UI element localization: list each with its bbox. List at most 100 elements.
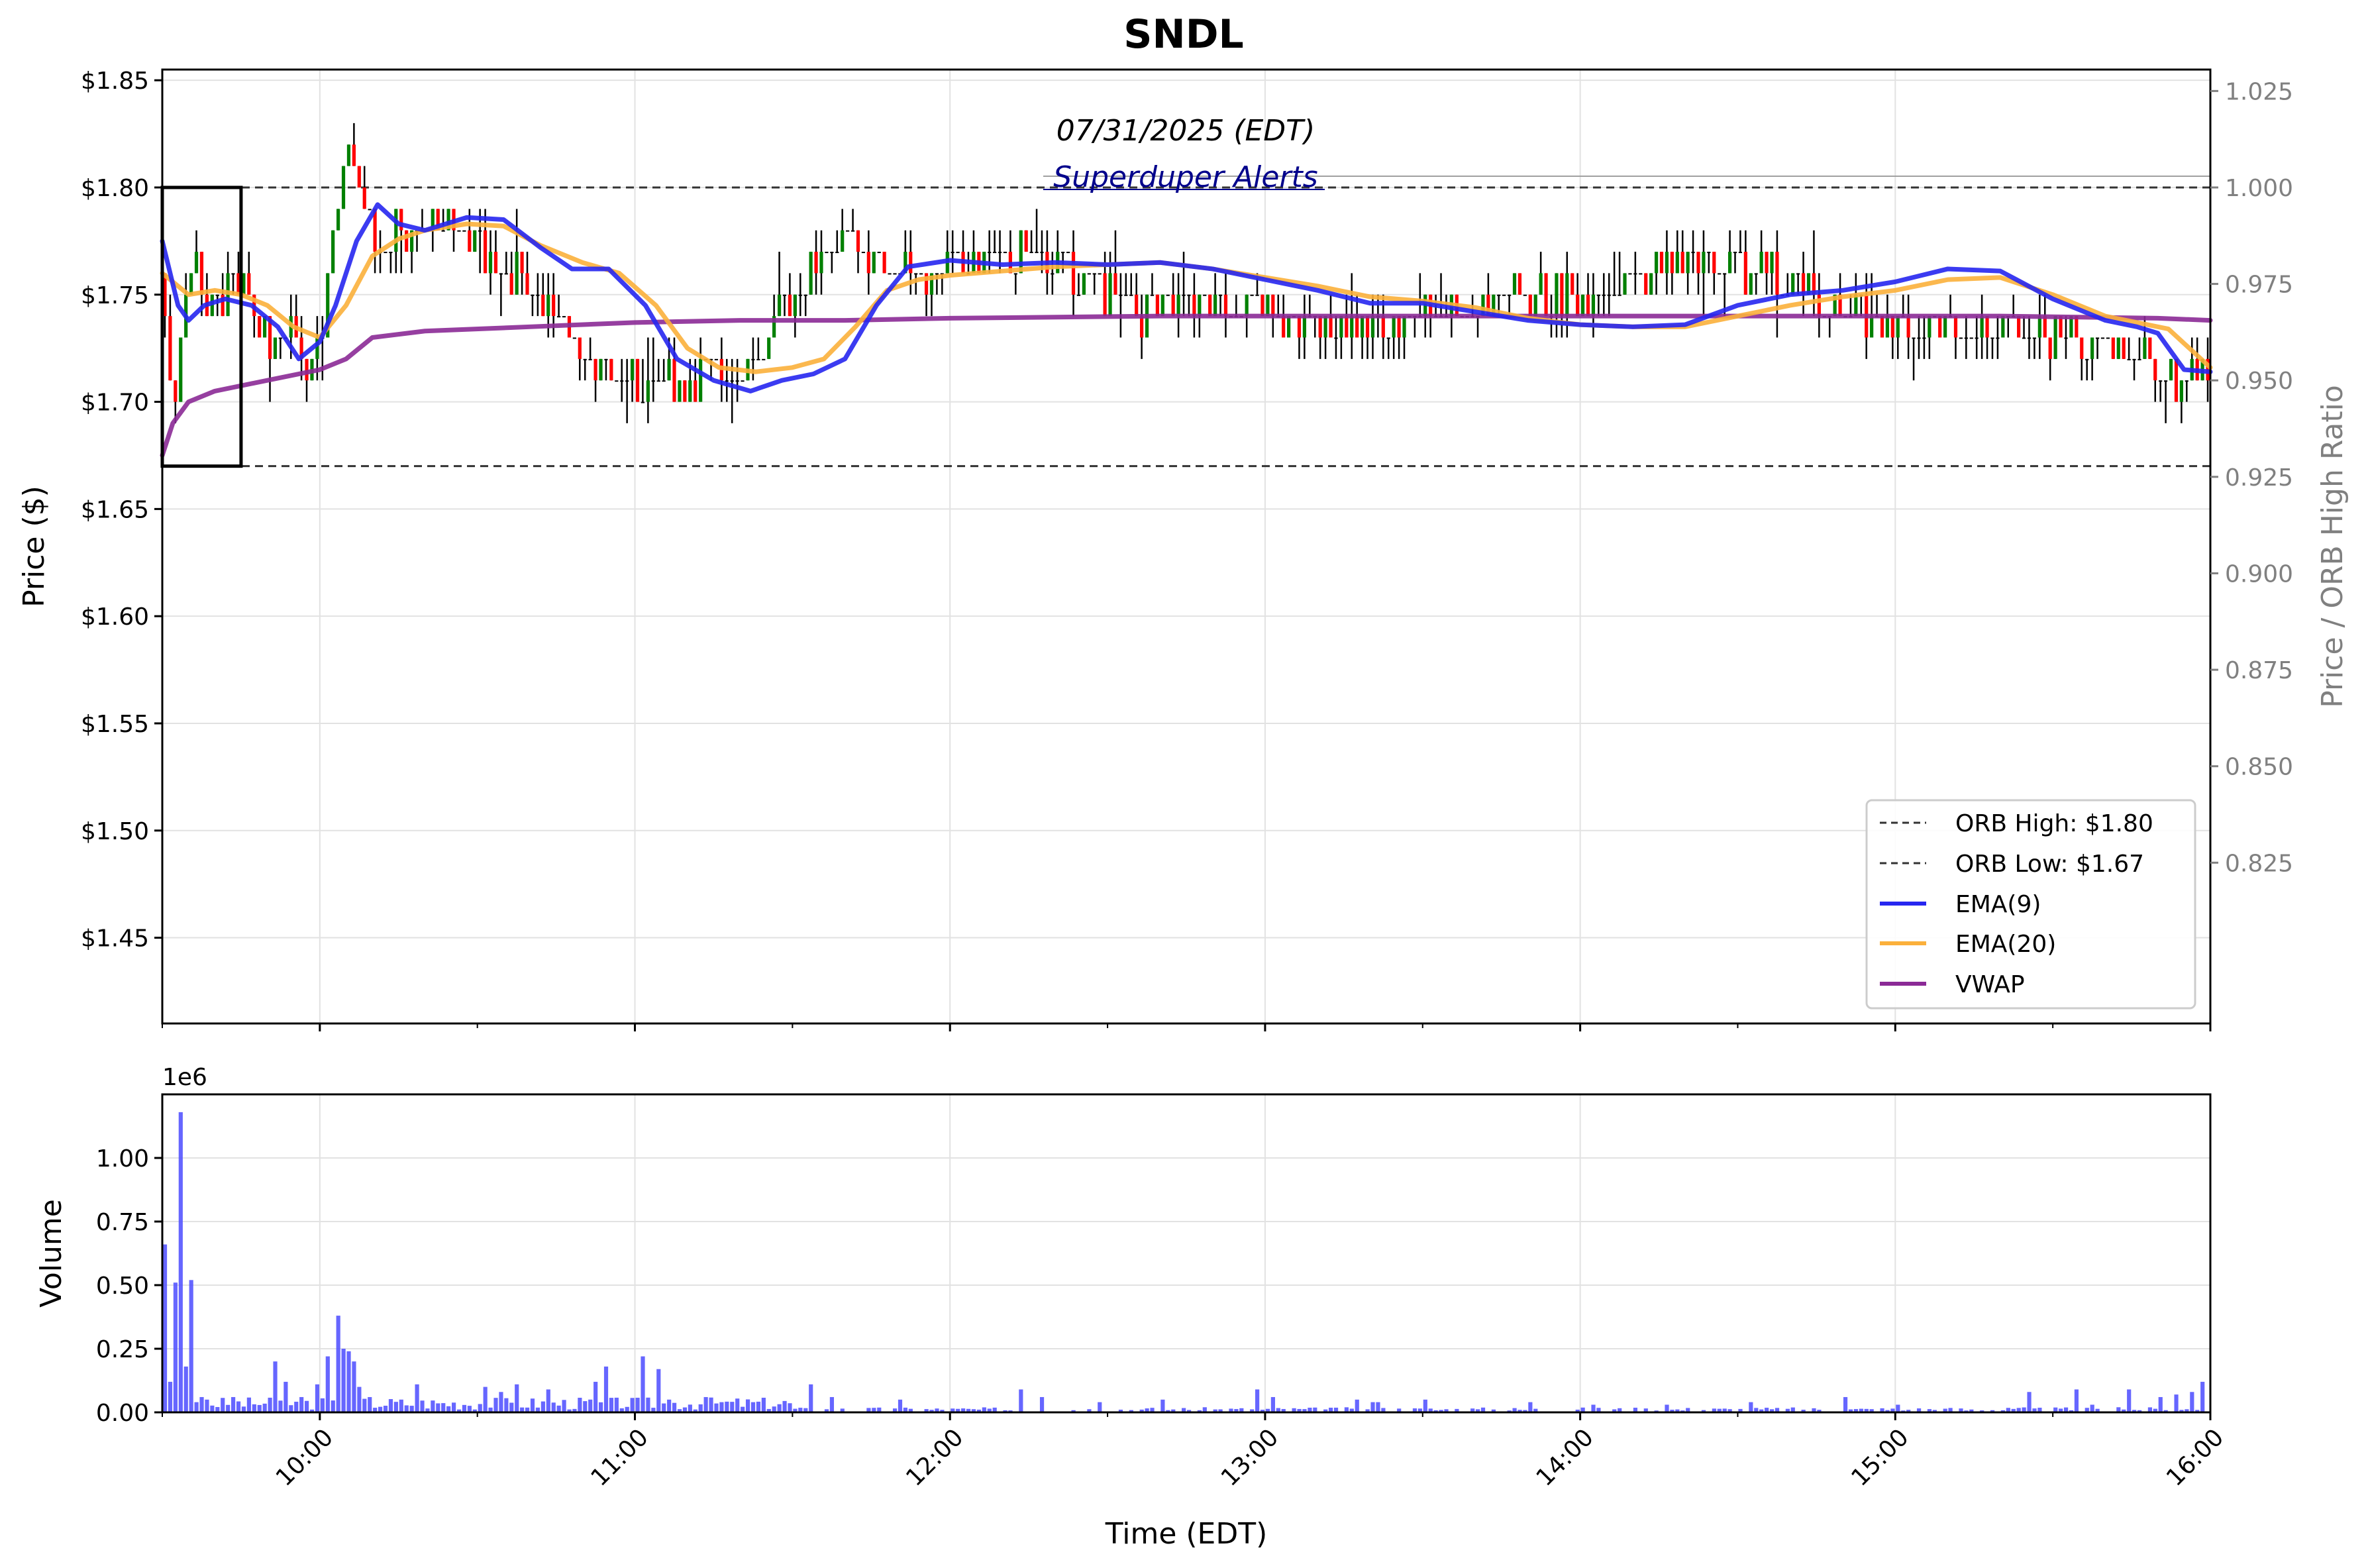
volume-bar	[1612, 1409, 1617, 1412]
volume-bar	[431, 1400, 435, 1412]
candle-body	[1675, 252, 1679, 274]
price-panel: 07/31/2025 (EDT) Superduper Alerts $1.45…	[17, 68, 2349, 1031]
volume-bar	[1428, 1408, 1433, 1412]
volume-bar	[703, 1396, 708, 1412]
candle-body	[1029, 252, 1033, 254]
volume-bar	[730, 1402, 735, 1412]
volume-bar	[2095, 1408, 2100, 1412]
candle-body	[651, 380, 655, 382]
candle-body	[1261, 294, 1264, 317]
volume-bar	[1927, 1409, 1932, 1412]
candle-body	[2116, 337, 2120, 359]
volume-bar	[1370, 1402, 1375, 1412]
candle-body	[1702, 252, 1706, 274]
candle-body	[2148, 337, 2152, 359]
candle-body	[389, 252, 393, 254]
candle-body	[1696, 252, 1700, 274]
candle-body	[1370, 316, 1375, 338]
candle-body	[2043, 316, 2047, 338]
candle-body	[1765, 252, 1769, 274]
volume-bar	[1297, 1408, 1302, 1412]
candle-body	[919, 273, 923, 275]
candle-body	[1113, 273, 1117, 295]
volume-bar	[1712, 1408, 1716, 1412]
volume-bar	[987, 1408, 992, 1412]
candle-body	[630, 358, 635, 381]
candle-body	[793, 294, 797, 317]
volume-bar	[2200, 1381, 2205, 1412]
candle-body	[1560, 273, 1564, 317]
legend-label-ema20: EMA(20)	[1955, 931, 2056, 958]
candle-body	[1192, 294, 1196, 317]
candle-body	[782, 294, 787, 296]
volume-bar	[2085, 1408, 2089, 1412]
volume-bar	[961, 1408, 966, 1412]
volume-bar	[982, 1407, 986, 1412]
volume-bar	[1528, 1402, 1533, 1412]
volume-bar	[1848, 1409, 1853, 1412]
candle-body	[1791, 273, 1795, 295]
candle-body	[1806, 273, 1811, 295]
candle-body	[1255, 294, 1259, 296]
candle-body	[1659, 252, 1664, 274]
volume-bar	[1932, 1410, 1937, 1412]
ratio-y-axis: 0.825 0.850 0.875 0.900 0.925 0.950 0.975 1.000…	[2210, 78, 2293, 877]
candle-body	[168, 316, 172, 381]
candle-body	[1749, 273, 1753, 295]
ratio-tick-label: 0.875	[2225, 657, 2293, 684]
candle-body	[2075, 316, 2079, 338]
candle-body	[714, 358, 719, 360]
candle-body	[1355, 316, 1359, 338]
volume-bar	[1969, 1409, 1974, 1412]
volume-bar	[609, 1398, 614, 1412]
volume-bar	[1491, 1409, 1496, 1412]
volume-tick-label: 0.75	[96, 1209, 149, 1236]
candle-body	[1013, 273, 1017, 275]
candle-body	[1555, 273, 1559, 317]
volume-bar	[320, 1398, 325, 1412]
volume-bar	[452, 1402, 456, 1412]
ratio-tick-label: 0.850	[2225, 754, 2293, 781]
candle-body	[483, 230, 488, 274]
volume-bar	[1260, 1410, 1265, 1412]
candle-body	[1339, 316, 1343, 338]
volume-bar	[750, 1402, 756, 1412]
volume-bar	[1916, 1408, 1922, 1412]
volume-bar	[1229, 1408, 1233, 1412]
candle-body	[866, 252, 870, 274]
volume-bar	[2116, 1407, 2121, 1412]
candle-body	[273, 337, 278, 359]
volume-bar	[1098, 1402, 1102, 1412]
price-tick-label: $1.70	[81, 390, 149, 417]
volume-bar	[162, 1244, 168, 1412]
candle-body	[709, 358, 713, 360]
volume-bar	[2053, 1407, 2058, 1412]
candle-body	[888, 273, 892, 275]
volume-bar	[898, 1399, 903, 1412]
candle-body	[1565, 273, 1569, 317]
candle-body	[1024, 230, 1028, 252]
candle-body	[2164, 380, 2168, 382]
candle-body	[924, 273, 929, 295]
candle-body	[1953, 316, 1958, 338]
volume-bar	[951, 1408, 955, 1412]
candle-body	[1812, 273, 1816, 295]
candle-body	[846, 230, 850, 232]
volume-bar	[178, 1112, 183, 1412]
candle-body	[493, 252, 498, 274]
candle-body	[2037, 316, 2041, 338]
volume-bar	[425, 1408, 430, 1412]
candle-body	[662, 380, 666, 382]
volume-bar	[420, 1400, 425, 1412]
volume-bar	[641, 1356, 645, 1412]
candle-body	[667, 358, 671, 381]
volume-bar	[305, 1400, 309, 1412]
volume-bar	[1749, 1402, 1753, 1412]
volume-bar	[1349, 1408, 1354, 1412]
candle-body	[1990, 337, 1994, 339]
candle-body	[368, 209, 372, 211]
candle-body	[1124, 294, 1128, 296]
watermark-text: Superduper Alerts	[1053, 160, 1317, 194]
volume-bar	[462, 1404, 467, 1412]
volume-bar	[745, 1399, 750, 1412]
